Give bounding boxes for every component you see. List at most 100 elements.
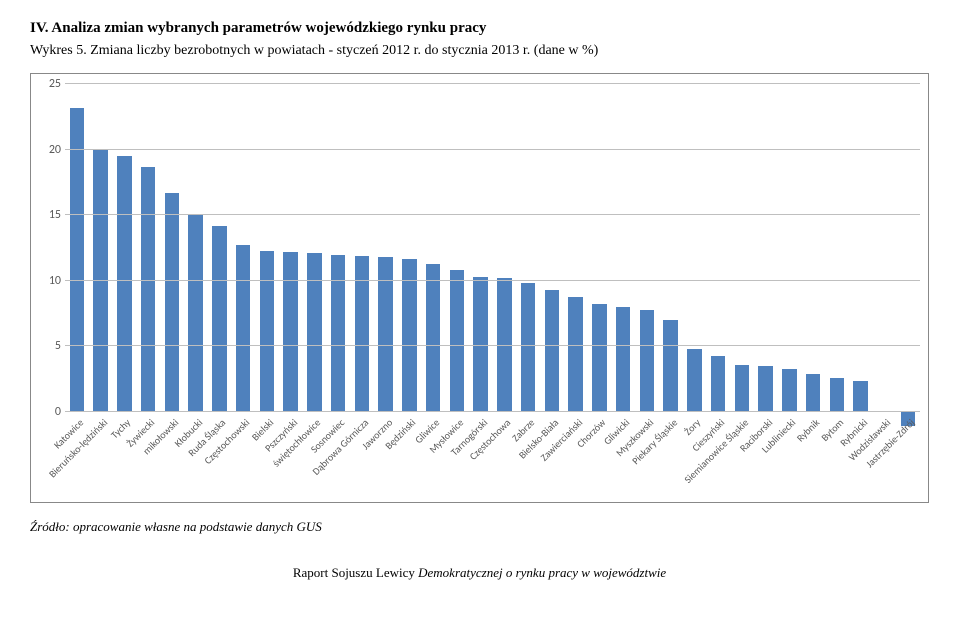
- x-slot: Zawierciański: [564, 412, 588, 502]
- bar-slot: [778, 84, 802, 412]
- bar-slot: [564, 84, 588, 412]
- y-tick-label: 5: [39, 339, 61, 353]
- bars-container: [65, 84, 920, 412]
- bar-slot: [896, 84, 920, 412]
- bar-slot: [801, 84, 825, 412]
- bar-slot: [208, 84, 232, 412]
- bar: [450, 270, 465, 412]
- x-slot: Raciborski: [754, 412, 778, 502]
- bar: [568, 297, 583, 412]
- x-slot: Bytom: [825, 412, 849, 502]
- bar-slot: [421, 84, 445, 412]
- bar: [735, 365, 750, 412]
- footer-italic: Demokratycznej o rynku pracy w województ…: [418, 565, 666, 580]
- bar: [711, 356, 726, 412]
- bar-slot: [398, 84, 422, 412]
- bar-slot: [873, 84, 897, 412]
- plot-area: 0510152025: [65, 84, 920, 412]
- bar: [141, 167, 156, 412]
- bar-slot: [611, 84, 635, 412]
- y-tick-label: 20: [39, 143, 61, 157]
- x-slot: Częstochowa: [493, 412, 517, 502]
- bar-slot: [493, 84, 517, 412]
- x-slot: Lubliniecki: [778, 412, 802, 502]
- bar-slot: [754, 84, 778, 412]
- gridline: 20: [65, 149, 920, 150]
- bar-slot: [279, 84, 303, 412]
- x-slot: Dąbrowa Górnicza: [350, 412, 374, 502]
- bar: [426, 264, 441, 412]
- x-slot: Bieruńsko-lędziński: [89, 412, 113, 502]
- y-tick-label: 0: [39, 405, 61, 419]
- x-slot: Gliwice: [421, 412, 445, 502]
- x-slot: Jaworzno: [374, 412, 398, 502]
- footer-plain: Raport Sojuszu Lewicy: [293, 565, 418, 580]
- x-slot: Jastrzębie-Zdrój: [896, 412, 920, 502]
- bar: [117, 156, 132, 412]
- bar-slot: [445, 84, 469, 412]
- bar: [402, 259, 417, 413]
- gridline: 15: [65, 214, 920, 215]
- footer-text: Raport Sojuszu Lewicy Demokratycznej o r…: [30, 565, 929, 581]
- gridline: 5: [65, 345, 920, 346]
- x-axis-labels: KatowiceBieruńsko-lędzińskiTychyŻywiecki…: [65, 412, 920, 502]
- bar-slot: [231, 84, 255, 412]
- bar-slot: [825, 84, 849, 412]
- bar-slot: [635, 84, 659, 412]
- section-heading: IV. Analiza zmian wybranych parametrów w…: [30, 20, 929, 37]
- bar: [830, 378, 845, 412]
- bar-slot: [730, 84, 754, 412]
- bar-slot: [706, 84, 730, 412]
- bar-slot: [184, 84, 208, 412]
- bar: [212, 226, 227, 412]
- bar: [165, 193, 180, 412]
- bar: [663, 320, 678, 412]
- bar-slot: [683, 84, 707, 412]
- bar-slot: [136, 84, 160, 412]
- bar-slot: [113, 84, 137, 412]
- gridline: 25: [65, 83, 920, 84]
- bar: [758, 366, 773, 412]
- bar: [521, 283, 536, 412]
- bar: [331, 255, 346, 412]
- x-slot: Częstochowski: [231, 412, 255, 502]
- bar-slot: [326, 84, 350, 412]
- bar: [70, 108, 85, 412]
- bar-slot: [588, 84, 612, 412]
- x-slot: Rybnik: [801, 412, 825, 502]
- y-tick-label: 15: [39, 208, 61, 222]
- bar-slot: [849, 84, 873, 412]
- y-tick-label: 10: [39, 274, 61, 288]
- x-slot: Siemianowice Śląskie: [730, 412, 754, 502]
- bar-slot: [469, 84, 493, 412]
- bar-slot: [516, 84, 540, 412]
- bar-slot: [374, 84, 398, 412]
- bar-slot: [255, 84, 279, 412]
- x-slot: Tychy: [113, 412, 137, 502]
- bar-chart: 0 5 10 15 20 25 KatowiceBieruńsko-lędzińskiTy…: [30, 73, 929, 503]
- x-slot: Chorzów: [588, 412, 612, 502]
- chart-caption: Wykres 5. Zmiana liczby bezrobotnych w p…: [30, 43, 929, 59]
- bar: [260, 251, 275, 412]
- x-slot: Będziński: [398, 412, 422, 502]
- source-note: Źródło: opracowanie własne na podstawie …: [30, 519, 929, 535]
- bar: [592, 304, 607, 412]
- bar: [640, 310, 655, 412]
- bar-slot: [540, 84, 564, 412]
- bar: [307, 253, 322, 412]
- bar: [687, 349, 702, 412]
- bar: [853, 381, 868, 412]
- x-slot: mikołowski: [160, 412, 184, 502]
- gridline: 10: [65, 280, 920, 281]
- bar: [616, 307, 631, 412]
- bar: [545, 290, 560, 412]
- x-slot: Piekary Śląskie: [659, 412, 683, 502]
- bar-slot: [65, 84, 89, 412]
- bar-slot: [350, 84, 374, 412]
- bar-slot: [659, 84, 683, 412]
- y-tick-label: 25: [39, 77, 61, 91]
- bar: [283, 252, 298, 412]
- bar-slot: [303, 84, 327, 412]
- bar: [782, 369, 797, 412]
- bar: [806, 374, 821, 412]
